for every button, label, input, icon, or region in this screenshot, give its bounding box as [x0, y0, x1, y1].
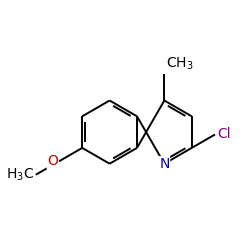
Text: O: O: [47, 154, 58, 168]
Text: CH$_3$: CH$_3$: [166, 56, 194, 72]
Text: N: N: [159, 157, 170, 171]
Text: Cl: Cl: [218, 128, 231, 141]
Text: H$_3$C: H$_3$C: [6, 166, 34, 183]
